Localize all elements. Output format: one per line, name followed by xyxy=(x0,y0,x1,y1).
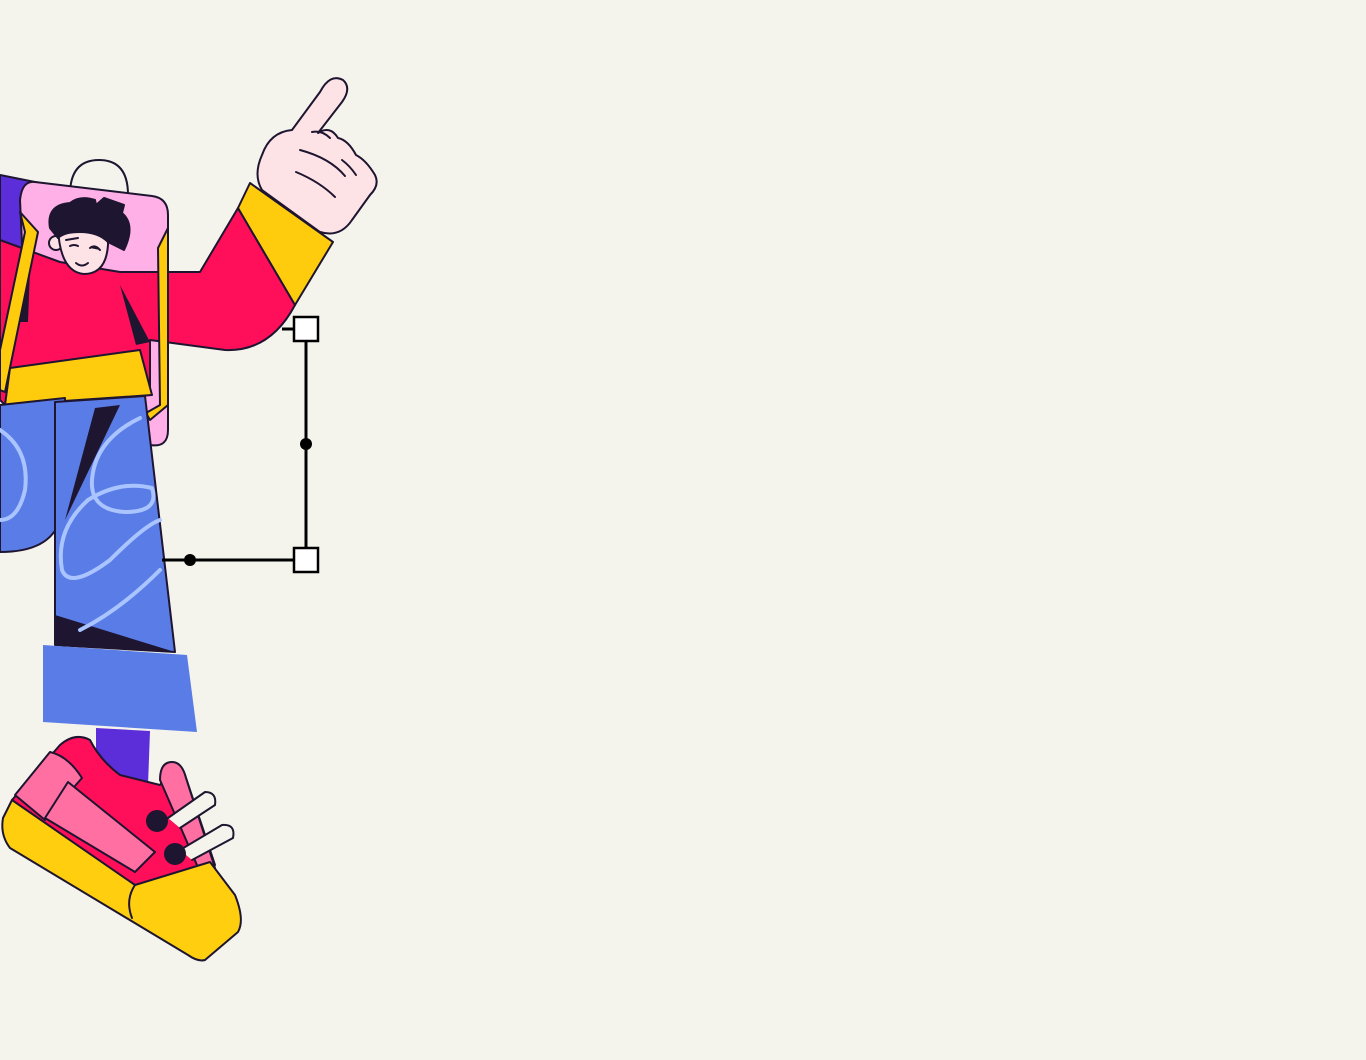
shoe-heel-panel xyxy=(14,751,83,821)
sneaker-icon xyxy=(1,735,242,962)
finger-crease-3 xyxy=(295,171,336,198)
bracket-mid-dot[interactable] xyxy=(300,438,312,450)
backpack-loop xyxy=(69,159,129,196)
sole-toe-line xyxy=(128,884,136,919)
head xyxy=(48,197,131,275)
shirt xyxy=(0,207,296,406)
selection-bracket xyxy=(162,315,320,574)
bracket-bottom-dot[interactable] xyxy=(184,554,196,566)
eye-left xyxy=(69,244,79,247)
shoelace-loop-1 xyxy=(167,791,217,829)
shirt-hem xyxy=(4,349,153,406)
hair xyxy=(48,197,131,251)
shoe-sole xyxy=(1,799,242,962)
shirt-fold xyxy=(120,285,150,345)
finger-crease-4 xyxy=(341,159,357,176)
shoe-side-panel xyxy=(44,781,156,873)
mouth xyxy=(75,262,89,267)
jeans-knee-shadow xyxy=(55,615,175,652)
bracket-top-handle[interactable] xyxy=(292,315,320,343)
finger-crease-2 xyxy=(299,149,346,177)
left-strap xyxy=(0,211,39,393)
jeans-scribble xyxy=(58,416,162,632)
shoelace-loop-2 xyxy=(179,823,235,861)
pointing-hand-icon xyxy=(256,77,378,235)
bracket-bottom-handle[interactable] xyxy=(292,546,320,574)
brow xyxy=(65,237,79,241)
character-illustration xyxy=(0,77,378,962)
eyelet-2 xyxy=(164,843,186,865)
back-jeans-scribble xyxy=(0,428,28,522)
jeans-cuff xyxy=(43,645,197,732)
jeans-shadow xyxy=(65,405,120,520)
finger-crease-1 xyxy=(311,130,331,139)
eyelet-1 xyxy=(146,810,168,832)
eye-right xyxy=(89,245,101,251)
